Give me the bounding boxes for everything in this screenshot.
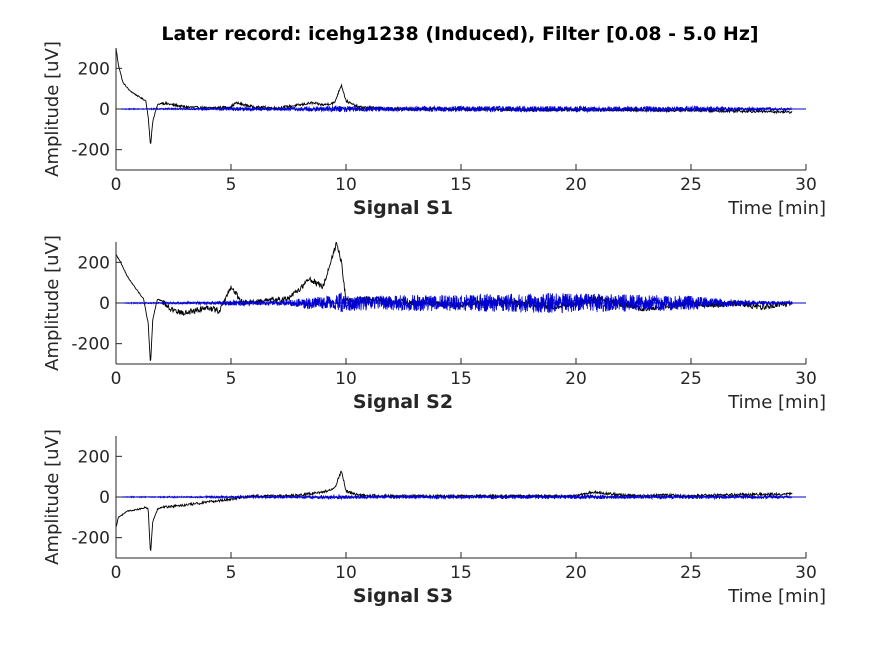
x-tick-label: 30 <box>795 175 817 195</box>
x-tick-label: 30 <box>795 563 817 583</box>
y-tick-label: 200 <box>78 447 110 467</box>
y-tick-label: 0 <box>99 294 110 314</box>
y-tick-label: -200 <box>71 141 110 161</box>
panel-label: Signal S3 <box>353 585 453 607</box>
x-tick-label: 5 <box>226 563 237 583</box>
y-axis-label: Amplitude [uV] <box>42 429 63 565</box>
x-tick-label: 0 <box>111 563 122 583</box>
x-tick-label: 15 <box>450 563 472 583</box>
y-axis-label: Amplitude [uV] <box>42 41 63 177</box>
x-tick-label: 5 <box>226 175 237 195</box>
x-axis-label: Time [min] <box>727 392 826 413</box>
panel-label: Signal S2 <box>353 391 453 413</box>
y-tick-label: -200 <box>71 529 110 549</box>
x-tick-label: 25 <box>680 563 702 583</box>
y-tick-label: 0 <box>99 488 110 508</box>
x-axis-label: Time [min] <box>727 586 826 607</box>
filtered-signal-line <box>116 292 793 314</box>
x-tick-label: 20 <box>565 369 587 389</box>
figure-title: Later record: icehg1238 (Induced), Filte… <box>161 23 758 45</box>
x-tick-label: 30 <box>795 369 817 389</box>
x-tick-label: 5 <box>226 369 237 389</box>
x-tick-label: 10 <box>335 175 357 195</box>
x-tick-label: 20 <box>565 175 587 195</box>
x-tick-label: 10 <box>335 369 357 389</box>
x-tick-label: 15 <box>450 175 472 195</box>
x-tick-label: 25 <box>680 175 702 195</box>
y-axis-label: Amplitude [uV] <box>42 235 63 371</box>
x-tick-label: 25 <box>680 369 702 389</box>
y-tick-label: 200 <box>78 59 110 79</box>
x-axis-label: Time [min] <box>727 198 826 219</box>
filtered-signal-line <box>116 493 793 501</box>
y-tick-label: 200 <box>78 253 110 273</box>
x-tick-label: 15 <box>450 369 472 389</box>
x-tick-label: 0 <box>111 369 122 389</box>
x-tick-label: 20 <box>565 563 587 583</box>
x-tick-label: 0 <box>111 175 122 195</box>
x-tick-label: 10 <box>335 563 357 583</box>
y-tick-label: -200 <box>71 335 110 355</box>
panel-label: Signal S1 <box>353 197 453 219</box>
filtered-signal-line <box>116 104 793 114</box>
y-tick-label: 0 <box>99 100 110 120</box>
